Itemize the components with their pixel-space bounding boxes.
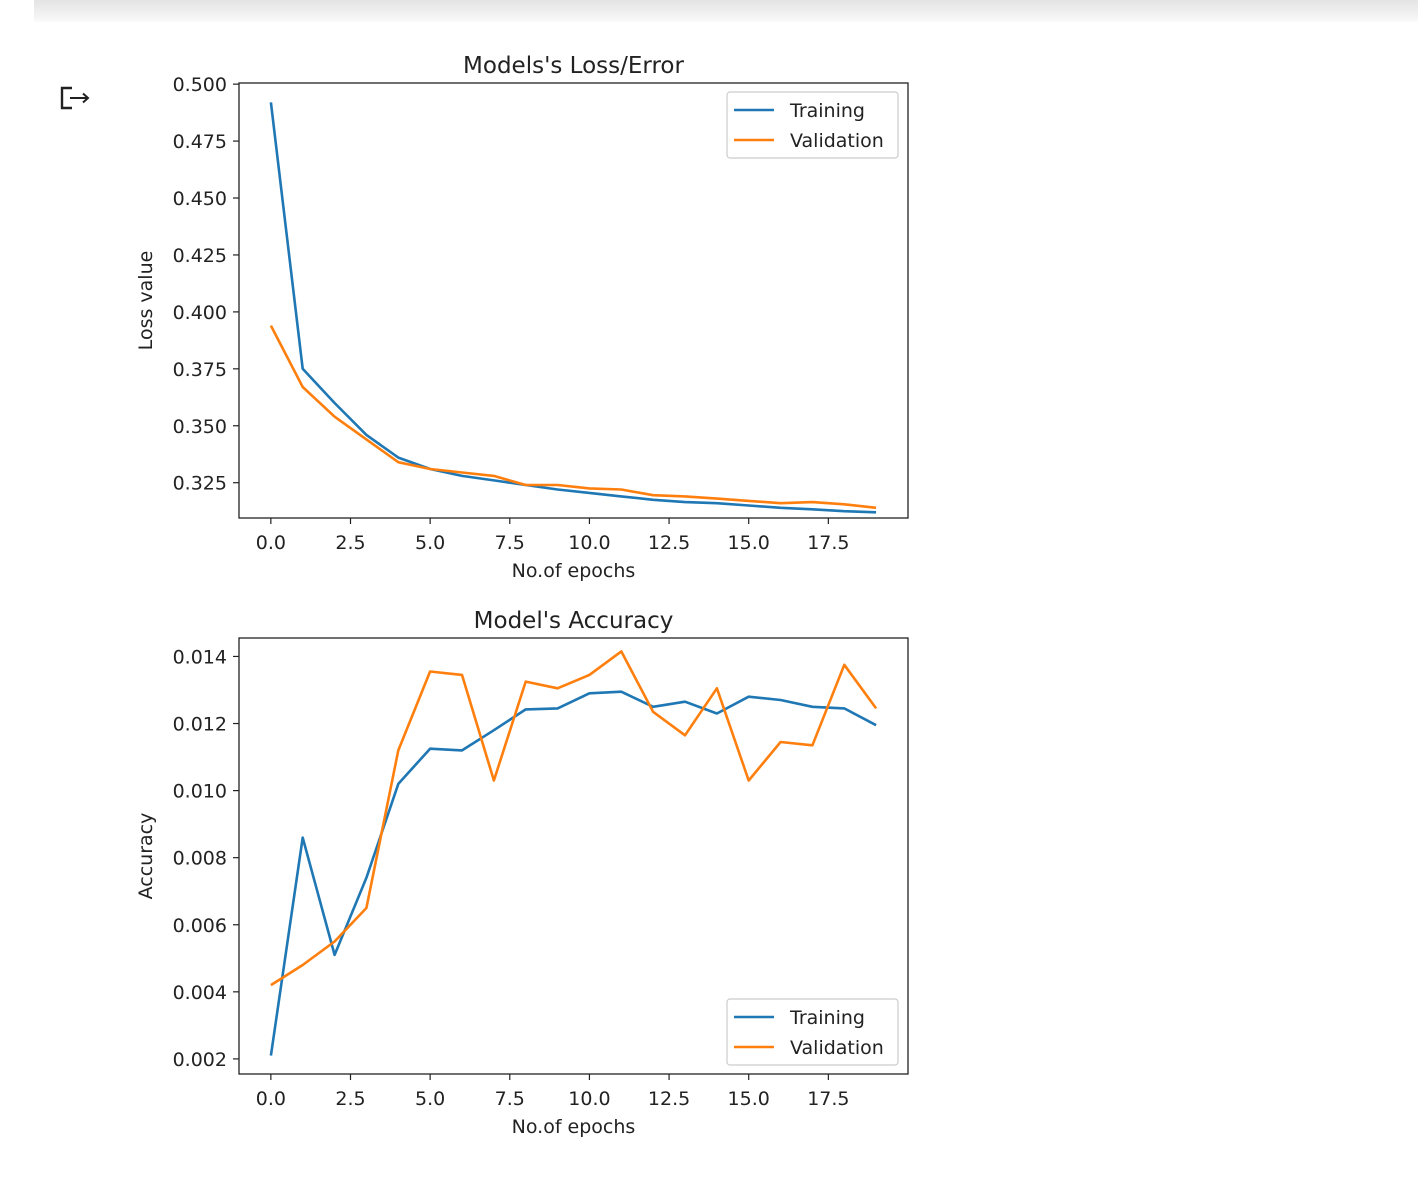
chart-title: Models's Loss/Error xyxy=(463,53,684,79)
y-tick-label: 0.325 xyxy=(173,473,227,495)
x-tick-label: 0.0 xyxy=(256,1088,286,1110)
x-tick-label: 15.0 xyxy=(728,1088,770,1110)
y-tick-label: 0.375 xyxy=(173,359,227,381)
x-axis-label: No.of epochs xyxy=(512,560,636,582)
x-tick-label: 5.0 xyxy=(415,532,445,554)
x-tick-label: 2.5 xyxy=(335,532,365,554)
y-tick-label: 0.004 xyxy=(173,982,227,1004)
x-tick-label: 15.0 xyxy=(728,532,770,554)
y-tick-label: 0.006 xyxy=(173,915,227,937)
legend-label-training: Training xyxy=(789,100,865,122)
y-tick-label: 0.450 xyxy=(173,188,227,210)
x-tick-label: 12.5 xyxy=(648,1088,690,1110)
accuracy-chart: Model's Accuracy 0.0 2.5 5.0 7.5 10.0 12.5 15.0… xyxy=(135,608,909,1138)
x-tick-label: 7.5 xyxy=(495,532,525,554)
x-tick-label: 2.5 xyxy=(335,1088,365,1110)
y-tick-label: 0.475 xyxy=(173,131,227,153)
y-axis-label: Accuracy xyxy=(135,813,157,900)
x-axis-label: No.of epochs xyxy=(512,1116,636,1138)
x-tick-label: 10.0 xyxy=(568,1088,610,1110)
x-tick-label: 0.0 xyxy=(256,532,286,554)
series-line-validation xyxy=(269,325,877,510)
series-line-validation xyxy=(270,650,878,987)
legend-label-validation: Validation xyxy=(790,1037,884,1059)
x-tick-label: 17.5 xyxy=(807,532,849,554)
legend-label-training: Training xyxy=(789,1007,865,1029)
series-line-training xyxy=(269,102,877,514)
y-tick-label: 0.012 xyxy=(173,714,227,736)
x-tick-label: 12.5 xyxy=(648,532,690,554)
y-tick-label: 0.400 xyxy=(173,302,227,324)
y-tick-label: 0.010 xyxy=(173,781,227,803)
y-tick-label: 0.350 xyxy=(173,416,227,438)
plot-frame xyxy=(238,637,909,1075)
legend-label-validation: Validation xyxy=(790,130,884,152)
cell-top-bar xyxy=(34,0,1418,22)
x-tick-label: 17.5 xyxy=(807,1088,849,1110)
x-tick-label: 5.0 xyxy=(415,1088,445,1110)
y-tick-label: 0.008 xyxy=(173,848,227,870)
plot-frame xyxy=(238,82,909,519)
x-tick-label: 7.5 xyxy=(495,1088,525,1110)
y-tick-label: 0.425 xyxy=(173,245,227,267)
y-tick-label: 0.002 xyxy=(173,1049,227,1071)
y-axis-label: Loss value xyxy=(135,251,157,351)
series-line-training xyxy=(269,690,877,1056)
loss-chart: Models's Loss/Error 0.0 2.5 5.0 7.5 10.0 12.5 1… xyxy=(135,53,909,582)
y-tick-label: 0.014 xyxy=(173,646,227,668)
x-tick-label: 10.0 xyxy=(568,532,610,554)
chart-title: Model's Accuracy xyxy=(474,608,674,634)
legend-box xyxy=(726,91,899,159)
output-redirect-icon[interactable] xyxy=(58,84,94,114)
legend-box xyxy=(726,998,899,1066)
y-tick-label: 0.500 xyxy=(173,74,227,96)
